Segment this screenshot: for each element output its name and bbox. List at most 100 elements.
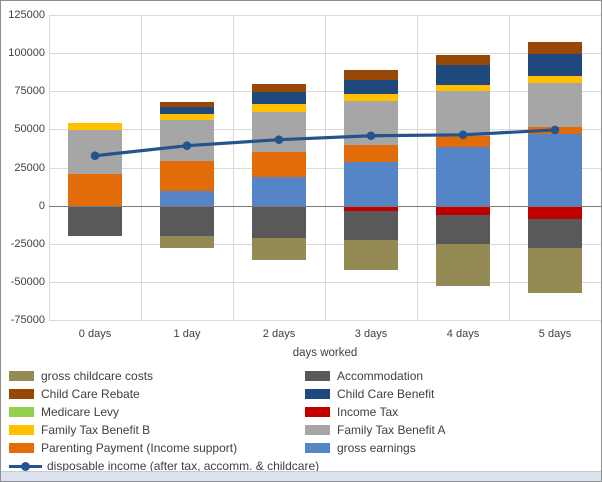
bar-segment[interactable] — [344, 211, 398, 240]
bar-segment[interactable] — [252, 237, 306, 260]
legend-item[interactable]: Family Tax Benefit B — [9, 423, 150, 439]
bar-segment[interactable] — [436, 205, 490, 215]
bar-segment[interactable] — [160, 102, 214, 107]
horizontal-gridline — [49, 167, 601, 169]
bar-segment[interactable] — [344, 161, 398, 206]
bar-segment[interactable] — [252, 91, 306, 104]
bar-segment[interactable] — [436, 243, 490, 286]
horizontal-gridline — [49, 320, 601, 322]
y-axis-tick-label: 0 — [38, 199, 45, 212]
horizontal-gridline — [49, 53, 601, 55]
legend-item[interactable]: Parenting Payment (Income support) — [9, 441, 237, 457]
bar-segment[interactable] — [160, 106, 214, 114]
bar-segment[interactable] — [160, 235, 214, 249]
bar-segment[interactable] — [528, 42, 582, 54]
x-axis-category-label: 2 days — [262, 328, 296, 340]
legend-label: Medicare Levy — [41, 405, 120, 419]
bar-segment[interactable] — [528, 83, 582, 127]
legend-item[interactable]: gross earnings — [305, 441, 416, 457]
bar-segment[interactable] — [528, 134, 582, 206]
bar-segment[interactable] — [68, 205, 122, 237]
bar-segment[interactable] — [344, 79, 398, 95]
bar-segment[interactable] — [252, 111, 306, 152]
bar-segment[interactable] — [252, 205, 306, 238]
bar-segment[interactable] — [160, 160, 214, 191]
bar-segment[interactable] — [528, 205, 582, 219]
legend-label: Child Care Rebate — [41, 387, 140, 401]
legend-item[interactable]: Accommodation — [305, 369, 423, 385]
disposable-income-marker[interactable] — [274, 135, 284, 145]
horizontal-gridline — [49, 243, 601, 245]
horizontal-gridline — [49, 15, 601, 16]
bar-segment[interactable] — [160, 113, 214, 120]
y-axis-tick-label: -25000 — [10, 237, 45, 250]
y-axis-tick-label: -50000 — [10, 276, 45, 289]
legend-item[interactable]: Family Tax Benefit A — [305, 423, 446, 439]
bar-segment[interactable] — [436, 54, 490, 65]
bar-segment[interactable] — [252, 176, 306, 206]
bar-segment[interactable] — [436, 84, 490, 92]
bar-segment[interactable] — [160, 190, 214, 206]
x-axis-category-label: 4 days — [446, 328, 480, 340]
bar-segment[interactable] — [344, 239, 398, 271]
legend-label: Accommodation — [337, 369, 424, 383]
bar-segment[interactable] — [436, 214, 490, 244]
x-axis-title: days worked — [292, 347, 358, 359]
legend-line-marker-swatch — [9, 461, 42, 472]
bar-segment[interactable] — [528, 248, 582, 294]
legend-label: gross childcare costs — [41, 369, 154, 383]
y-axis-tick-label: 75000 — [14, 85, 45, 98]
y-axis-tick-label: 50000 — [14, 123, 45, 136]
x-axis-category-label: 0 days — [78, 328, 112, 340]
zero-axis-line — [49, 205, 601, 207]
y-axis-tick-label: 100000 — [8, 47, 45, 60]
legend-item[interactable]: Income Tax — [305, 405, 398, 421]
disposable-income-marker[interactable] — [90, 151, 100, 161]
legend-color-swatch — [9, 443, 34, 453]
legend-item[interactable]: Medicare Levy — [9, 405, 119, 421]
legend-color-swatch — [305, 407, 330, 417]
horizontal-gridline — [49, 91, 601, 93]
bar-segment[interactable] — [344, 144, 398, 162]
legend-color-swatch — [9, 425, 34, 435]
bar-segment[interactable] — [68, 122, 122, 130]
legend-label: Family Tax Benefit B — [41, 423, 151, 437]
legend-color-swatch — [9, 389, 34, 399]
legend-label: Child Care Benefit — [337, 387, 435, 401]
bar-segment[interactable] — [344, 205, 398, 212]
bar-segment[interactable] — [344, 69, 398, 80]
legend-item[interactable]: Child Care Rebate — [9, 387, 140, 403]
x-axis-category-label: 3 days — [354, 328, 388, 340]
bar-segment[interactable] — [160, 205, 214, 236]
legend-item[interactable]: Child Care Benefit — [305, 387, 434, 403]
bar-segment[interactable] — [344, 94, 398, 101]
bar-segment[interactable] — [252, 103, 306, 112]
bar-segment[interactable] — [436, 64, 490, 85]
disposable-income-marker[interactable] — [458, 130, 468, 140]
legend-item[interactable]: disposable income (after tax, accomm. & … — [9, 459, 319, 475]
bar-segment[interactable] — [436, 135, 490, 148]
legend-label: disposable income (after tax, accomm. & … — [47, 459, 320, 473]
bar-segment[interactable] — [528, 218, 582, 249]
bar-segment[interactable] — [528, 75, 582, 84]
legend-item[interactable]: gross childcare costs — [9, 369, 153, 385]
bar-segment[interactable] — [252, 151, 306, 177]
bar-segment[interactable] — [160, 119, 214, 161]
legend-label: Income Tax — [337, 405, 399, 419]
legend: gross childcare costs Child Care Rebate Me… — [1, 361, 601, 475]
disposable-income-marker[interactable] — [366, 131, 376, 141]
legend-color-swatch — [9, 371, 34, 381]
disposable-income-marker[interactable] — [182, 141, 192, 150]
disposable-income-line[interactable] — [94, 128, 556, 158]
bar-segment[interactable] — [436, 147, 490, 206]
legend-label: Family Tax Benefit A — [337, 423, 446, 437]
bar-segment[interactable] — [252, 84, 306, 92]
bar-segment[interactable] — [528, 53, 582, 76]
bar-segment[interactable] — [436, 91, 490, 136]
x-axis-category-label: 1 day — [173, 328, 201, 340]
bar-segment[interactable] — [68, 174, 122, 206]
disposable-income-marker[interactable] — [550, 125, 560, 135]
